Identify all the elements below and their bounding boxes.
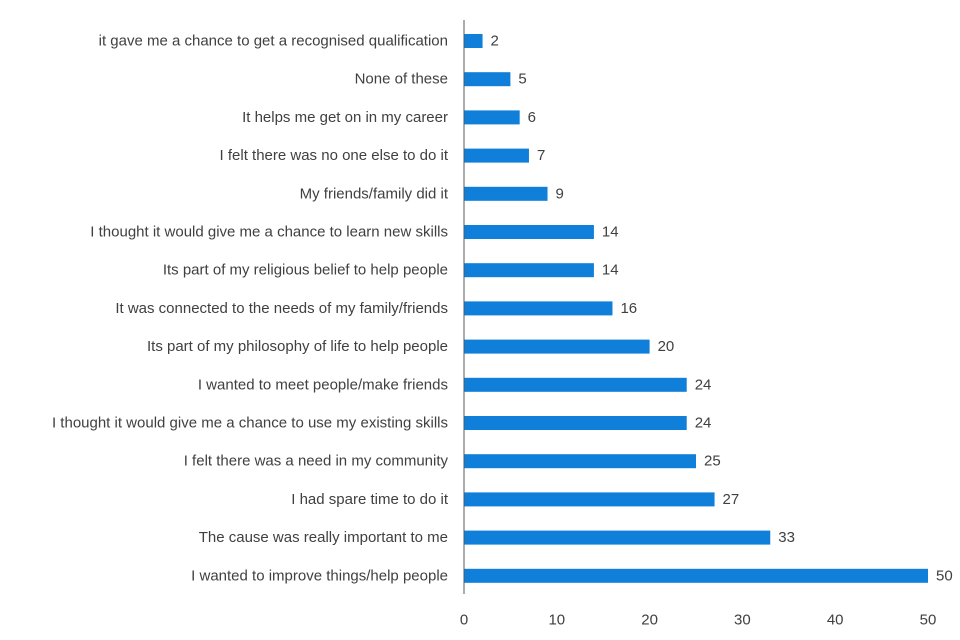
value-label: 9 [556, 185, 564, 202]
bar [464, 225, 594, 239]
category-label: I wanted to improve things/help people [191, 567, 448, 584]
x-tick-label: 50 [920, 612, 937, 629]
category-label: Its part of my religious belief to help … [163, 262, 448, 279]
x-tick-label: 0 [460, 612, 468, 629]
bar [464, 568, 928, 583]
category-label: I wanted to meet people/make friends [198, 376, 448, 393]
bar [464, 34, 483, 48]
value-label: 24 [695, 415, 712, 432]
category-label: I felt there was a need in my community [184, 453, 449, 470]
x-tick-labels-group: 0 10 20 30 40 50 [460, 612, 937, 629]
x-tick-label: 40 [827, 612, 844, 629]
category-labels-group: it gave me a chance to get a recognised … [52, 33, 449, 585]
bar [464, 110, 520, 125]
category-label: I thought it would give me a chance to l… [90, 224, 448, 241]
bars-group [464, 34, 928, 583]
value-label: 25 [704, 453, 721, 470]
bar [464, 377, 687, 392]
value-label: 6 [528, 109, 536, 126]
value-label: 20 [658, 338, 675, 355]
bar [464, 148, 529, 163]
value-label: 14 [602, 262, 619, 279]
bar [464, 530, 771, 545]
x-tick-label: 10 [548, 612, 565, 629]
category-label: It was connected to the needs of my fami… [115, 300, 448, 317]
category-label: I thought it would give me a chance to u… [52, 415, 448, 432]
bar [464, 339, 650, 354]
value-label: 33 [778, 529, 795, 546]
category-label: I had spare time to do it [291, 491, 449, 508]
value-label: 2 [491, 33, 499, 50]
category-label: The cause was really important to me [199, 529, 448, 546]
value-label: 27 [723, 491, 740, 508]
bar [464, 416, 687, 430]
value-label: 50 [936, 567, 953, 584]
category-label: Its part of my philosophy of life to hel… [147, 338, 448, 355]
x-tick-label: 20 [641, 612, 658, 629]
value-label: 7 [537, 147, 545, 164]
bar [464, 492, 715, 507]
x-tick-label: 30 [734, 612, 751, 629]
bar [464, 72, 511, 87]
bar [464, 301, 613, 316]
value-label: 14 [602, 224, 619, 241]
bar [464, 454, 696, 469]
value-label: 24 [695, 376, 712, 393]
bar [464, 263, 594, 278]
value-label: 5 [518, 71, 526, 88]
category-label: My friends/family did it [300, 185, 449, 202]
category-label: it gave me a chance to get a recognised … [99, 33, 448, 50]
value-label: 16 [620, 300, 637, 317]
category-label: None of these [355, 71, 448, 88]
category-label: It helps me get on in my career [242, 109, 448, 126]
category-label: I felt there was no one else to do it [220, 147, 449, 164]
bar [464, 186, 548, 201]
